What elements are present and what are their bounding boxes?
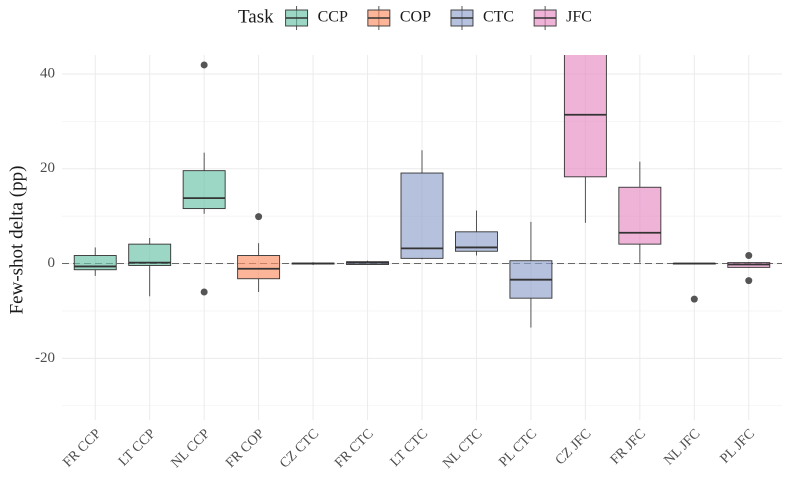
x-tick-label: CZ JFC [553, 426, 595, 468]
legend-title: Task [238, 6, 274, 27]
x-tick-label: FR CCP [60, 426, 104, 470]
y-axis-label: Few-shot delta (pp) [6, 166, 27, 315]
legend-label: JFC [566, 9, 592, 26]
y-tick-label: 0 [48, 255, 56, 271]
x-tick-label: NL CCP [169, 426, 214, 471]
box [128, 243, 172, 266]
legend-label: COP [400, 9, 431, 26]
x-tick-label: FR CTC [332, 426, 376, 470]
y-tick-label: -20 [35, 350, 55, 366]
legend-label: CCP [318, 9, 348, 26]
outlier [200, 288, 208, 296]
x-tick-label: PL CTC [497, 426, 541, 470]
outlier [255, 213, 263, 221]
x-tick-label: LT CTC [388, 426, 431, 469]
plot-area [73, 55, 771, 328]
outlier [745, 252, 753, 260]
x-tick-label: FR COP [223, 426, 268, 471]
y-tick-label: 20 [40, 160, 55, 176]
x-tick-label: PL JFC [718, 426, 758, 466]
box [455, 231, 498, 252]
x-tick-label: CZ CTC [277, 426, 322, 471]
x-tick-label: NL CTC [440, 426, 485, 471]
box [73, 255, 117, 271]
box [563, 55, 607, 178]
outlier [690, 295, 698, 303]
box [182, 170, 226, 210]
x-tick-label: LT CCP [116, 426, 159, 469]
legend-label: CTC [483, 9, 514, 26]
x-tick-label: FR JFC [608, 426, 649, 467]
x-tick-label: NL JFC [662, 426, 704, 468]
box [618, 186, 662, 245]
outlier [200, 61, 208, 69]
box [400, 172, 444, 259]
outlier [745, 277, 753, 285]
y-tick-label: 40 [40, 65, 55, 81]
box [237, 255, 281, 280]
